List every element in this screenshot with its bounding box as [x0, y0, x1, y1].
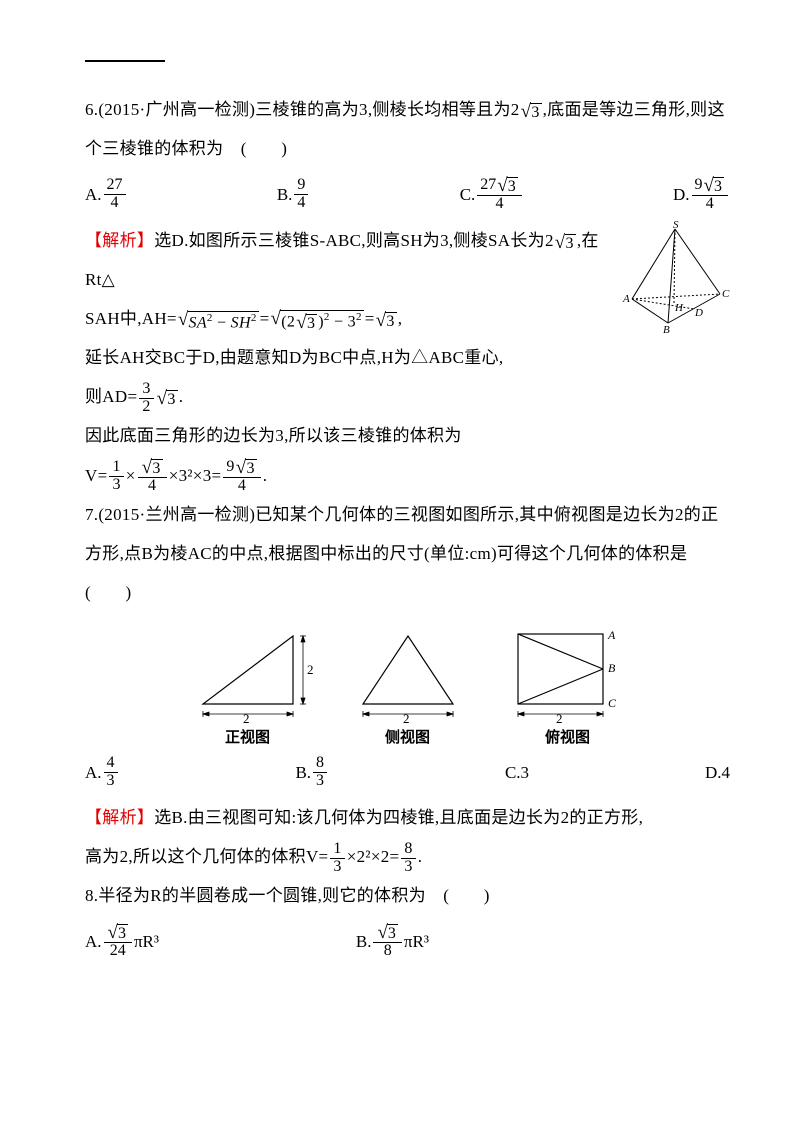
- q7-opt-a: A.43: [85, 755, 120, 790]
- q8-text: 8.半径为R的半圆卷成一个圆锥,则它的体积为 ( ): [85, 876, 730, 915]
- lbl-D: D: [694, 307, 703, 319]
- q6-diagram: S A B C H D: [620, 221, 730, 336]
- top-view: 2 A B C 俯视图: [503, 624, 633, 747]
- lbl-B: B: [663, 324, 670, 336]
- q7-opt-b: B.83: [295, 755, 329, 790]
- svg-text:B: B: [608, 661, 616, 675]
- q7-opt-c: C.3: [505, 755, 529, 790]
- q8-options: A.√324πR³ B.√38πR³: [85, 923, 730, 960]
- q7-text: 7.(2015·兰州高一检测)已知某个几何体的三视图如图所示,其中俯视图是边长为…: [85, 495, 730, 612]
- q8-opt-b: B.√38πR³: [356, 923, 627, 960]
- svg-text:C: C: [608, 696, 617, 710]
- q6-sol-3: 延长AH交BC于D,由题意知D为BC中点,H为△ABC重心,: [85, 338, 730, 377]
- header-rule: [85, 60, 165, 62]
- front-label: 正视图: [225, 726, 270, 747]
- q6-sol-5: 因此底面三角形的边长为3,所以该三棱锥的体积为: [85, 416, 730, 455]
- sqrt: √3: [521, 102, 542, 121]
- svg-text:2: 2: [307, 662, 313, 677]
- sol-prefix: 【解析】: [85, 808, 154, 827]
- q6-sol-6: V=13×√34×3²×3=9√34.: [85, 456, 730, 496]
- q6-opt-c: C.27√34: [460, 176, 524, 213]
- q6-opt-b: B.94: [277, 176, 311, 213]
- sol-prefix: 【解析】: [85, 231, 154, 250]
- svg-text:A: A: [607, 628, 616, 642]
- lbl-H: H: [674, 302, 684, 314]
- q6-opt-a: A.274: [85, 176, 128, 213]
- svg-text:2: 2: [243, 711, 250, 724]
- q6-opt-d: D.9√34: [673, 176, 730, 213]
- q6-part1: 6.(2015·广州高一检测)三棱锥的高为3,侧棱长均相等且为2: [85, 100, 520, 119]
- lbl-C: C: [722, 288, 730, 300]
- q7-views: 2 2 正视图 2 侧视图: [85, 624, 730, 747]
- q6-sol-4: 则AD=32√3.: [85, 377, 730, 416]
- q7-sol-1: 【解析】选B.由三视图可知:该几何体为四棱锥,且底面是边长为2的正方形,: [85, 798, 730, 837]
- lbl-S: S: [673, 221, 679, 231]
- q6-options: A.274 B.94 C.27√34 D.9√34: [85, 176, 730, 213]
- side-view: 2 侧视图: [348, 624, 468, 747]
- svg-text:2: 2: [556, 711, 563, 724]
- q6-text: 6.(2015·广州高一检测)三棱锥的高为3,侧棱长均相等且为2√3,底面是等边…: [85, 90, 730, 168]
- lbl-A: A: [622, 293, 630, 305]
- page: 6.(2015·广州高一检测)三棱锥的高为3,侧棱长均相等且为2√3,底面是等边…: [0, 0, 800, 1132]
- svg-text:2: 2: [403, 711, 410, 724]
- q7-options: A.43 B.83 C.3 D.4: [85, 755, 730, 790]
- q7-sol-2: 高为2,所以这个几何体的体积V=13×2²×2=83.: [85, 837, 730, 876]
- q7-opt-d: D.4: [705, 755, 730, 790]
- side-label: 侧视图: [385, 726, 430, 747]
- top-label: 俯视图: [545, 726, 590, 747]
- front-view: 2 2 正视图: [183, 624, 313, 747]
- q8-opt-a: A.√324πR³: [85, 923, 356, 960]
